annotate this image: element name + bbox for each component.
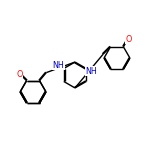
Text: O: O <box>16 70 22 79</box>
Text: NH: NH <box>52 61 64 70</box>
Text: NH: NH <box>85 67 97 76</box>
Text: O: O <box>126 34 132 43</box>
